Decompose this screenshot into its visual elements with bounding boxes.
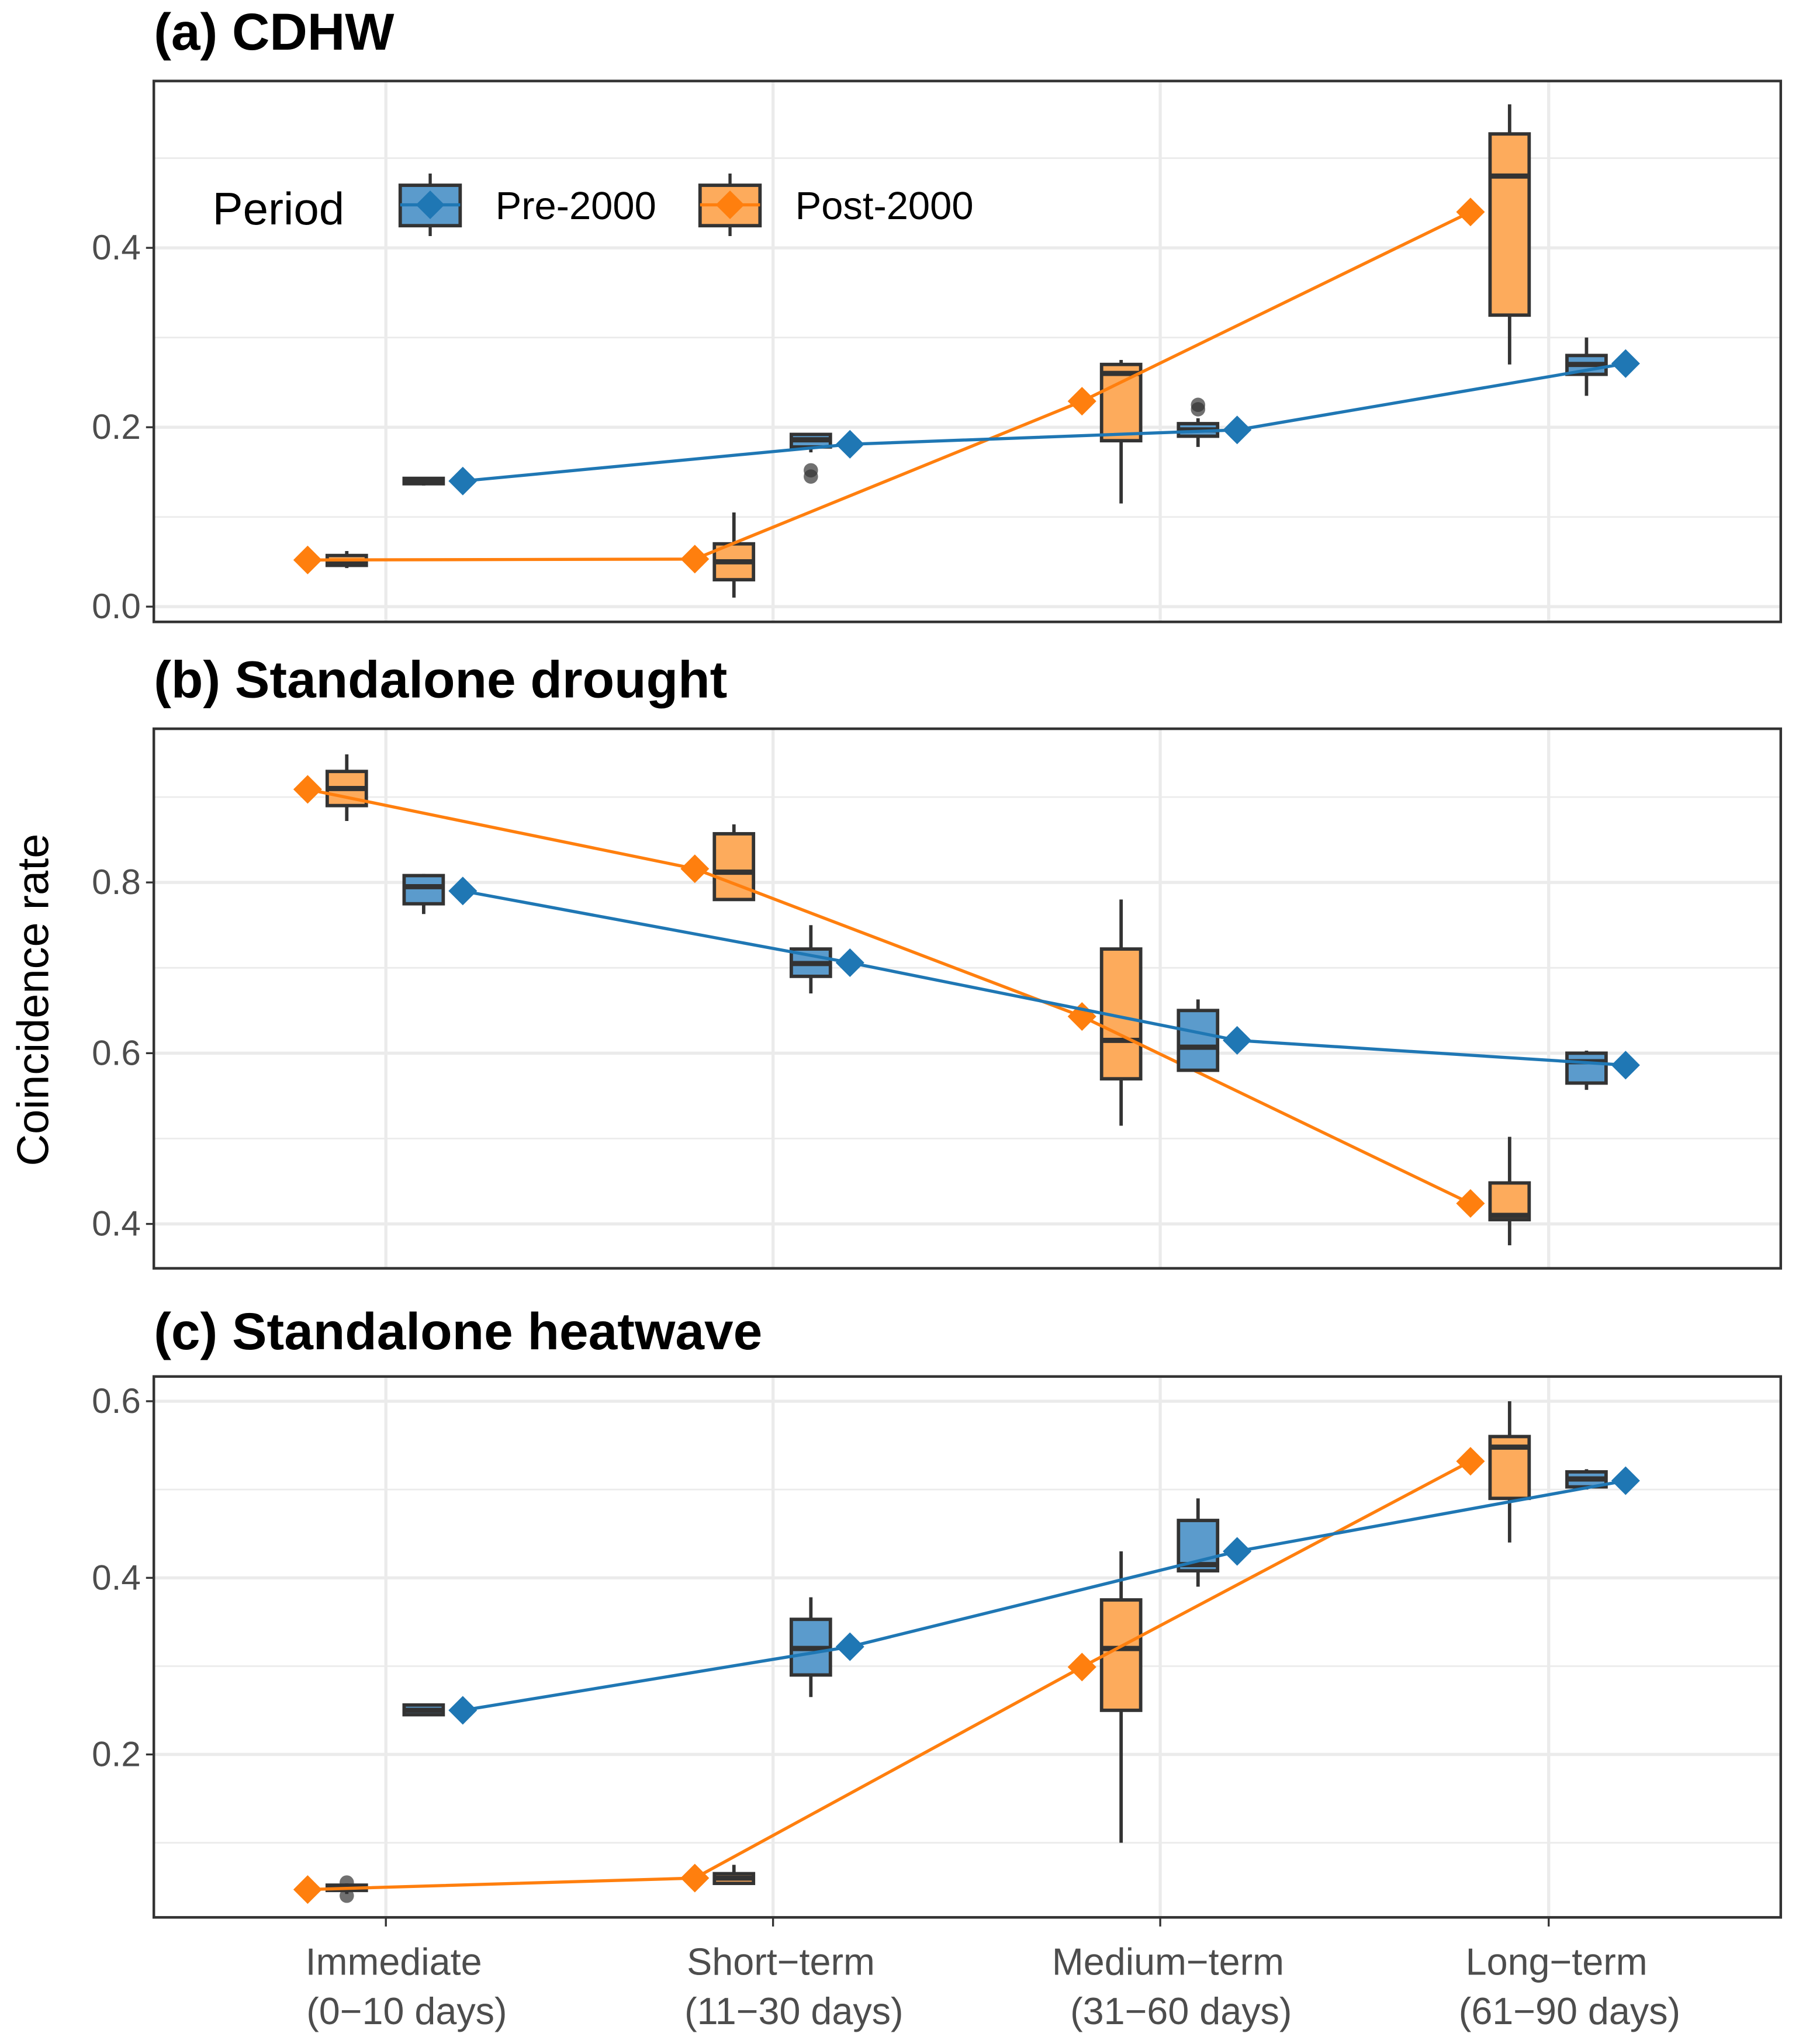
panel-border <box>152 1375 1783 1919</box>
y-tick-label: 0.4 <box>92 1204 141 1243</box>
series-pre-2000 <box>402 1466 1640 1725</box>
x-tick-sublabel: (11−30 days) <box>684 1990 903 2032</box>
mean-marker <box>448 1696 478 1725</box>
box <box>1565 1051 1608 1085</box>
panel-0: 0.0 0.2 0.4 (a) CDHW <box>92 2 1783 626</box>
mean-marker <box>1223 415 1252 445</box>
panel-2: 0.2 0.4 0.6 (c) Standalone heatwave <box>92 1302 1783 1919</box>
legend-label: Post-2000 <box>795 184 974 228</box>
panel-1: 0.4 0.6 0.8 (b) Standalone drought <box>92 650 1783 1270</box>
legend-title: Period <box>213 183 345 234</box>
x-tick-sublabel: (61−90 days) <box>1459 1990 1680 2032</box>
x-tick-sublabel: (31−60 days) <box>1070 1990 1292 2032</box>
mean-line <box>307 1460 1472 1891</box>
outlier-point <box>340 1889 354 1903</box>
boxplot <box>402 874 445 914</box>
mean-marker <box>1611 349 1640 378</box>
outlier-point <box>804 463 818 478</box>
boxplot <box>402 1703 445 1717</box>
plot-background <box>154 1376 1781 1918</box>
mean-marker <box>448 466 478 496</box>
x-tick-label: Immediate <box>306 1940 482 1983</box>
legend-key-post-2000: Post-2000 <box>698 173 974 237</box>
mean-marker <box>293 775 322 804</box>
mean-line <box>307 788 1472 1205</box>
y-tick-label: 0.8 <box>92 862 141 902</box>
boxplot <box>1565 1050 1608 1090</box>
mean-marker <box>1223 1026 1252 1055</box>
mean-marker <box>293 1875 322 1904</box>
series-pre-2000 <box>402 874 1640 1090</box>
mean-marker <box>448 877 478 906</box>
legend-key-pre-2000: Pre-2000 <box>398 173 656 237</box>
boxplot <box>1488 104 1531 365</box>
boxplot <box>1099 1551 1143 1843</box>
mean-line <box>307 210 1472 562</box>
mean-line <box>462 1479 1626 1712</box>
legend: Period Pre-2000 Post-2000 <box>213 173 974 237</box>
x-tick-label: Medium−term <box>1052 1940 1284 1983</box>
boxplot <box>1488 1137 1531 1246</box>
legend-label: Pre-2000 <box>496 184 656 228</box>
panel-border <box>152 727 1783 1270</box>
boxplot <box>712 1865 756 1886</box>
box <box>1177 1009 1220 1072</box>
y-tick-label: 0.4 <box>92 1557 141 1597</box>
mean-marker <box>680 854 710 884</box>
mean-marker <box>680 545 710 574</box>
boxplot <box>325 754 368 821</box>
y-axis-label: Coincidence rate <box>9 834 58 1166</box>
boxplot <box>789 432 832 484</box>
y-tick-label: 0.4 <box>92 227 141 267</box>
series-post-2000 <box>293 1401 1531 1904</box>
x-tick-label: Short−term <box>687 1940 875 1983</box>
panel-title: (c) Standalone heatwave <box>154 1302 762 1360</box>
x-tick-sublabel: (0−10 days) <box>306 1990 507 2032</box>
legend-diamond-icon <box>715 190 745 220</box>
y-tick-label: 0.6 <box>92 1033 141 1072</box>
y-tick-label: 0.2 <box>92 407 141 446</box>
plot-background <box>154 81 1781 622</box>
box <box>402 874 445 906</box>
legend-diamond-icon <box>416 190 445 220</box>
panel-border <box>152 79 1783 623</box>
mean-line <box>462 889 1626 1067</box>
panel-title: (b) Standalone drought <box>154 650 727 709</box>
boxplot <box>1565 1469 1608 1490</box>
plot-background <box>154 729 1781 1269</box>
panel-title: (a) CDHW <box>154 2 395 61</box>
boxplot <box>1177 999 1220 1072</box>
mean-line <box>462 362 1626 483</box>
y-tick-label: 0.6 <box>92 1381 141 1421</box>
outlier-point <box>1191 397 1206 413</box>
mean-marker <box>1611 1051 1640 1080</box>
y-tick-label: 0.0 <box>92 586 141 626</box>
box <box>1488 132 1531 317</box>
y-tick-label: 0.2 <box>92 1734 141 1774</box>
box <box>1099 1598 1143 1712</box>
x-tick-label: Long−term <box>1466 1940 1648 1983</box>
boxplot <box>789 1597 832 1697</box>
outlier-point <box>340 1875 354 1890</box>
series-pre-2000 <box>402 337 1640 496</box>
boxplot <box>1488 1401 1531 1543</box>
boxplot <box>402 476 445 486</box>
mean-marker <box>293 545 322 574</box>
series-post-2000 <box>293 104 1531 598</box>
